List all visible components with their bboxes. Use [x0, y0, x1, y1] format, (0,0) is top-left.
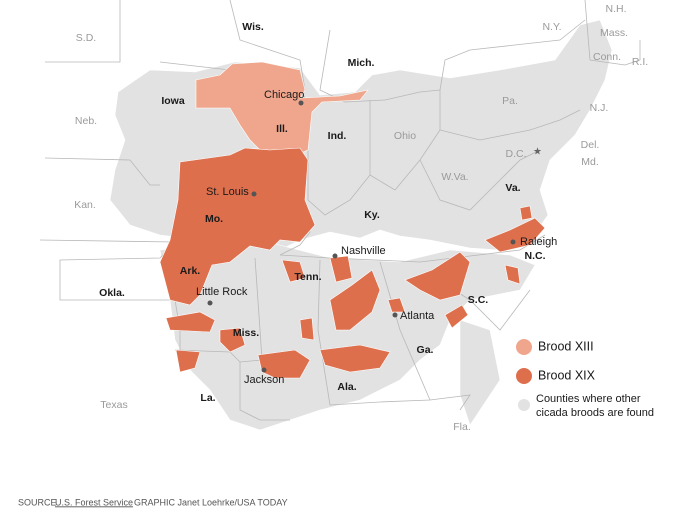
source-line: SOURCE U.S. Forest Service GRAPHIC Janet…: [18, 497, 288, 507]
state-label: Wis.: [242, 21, 264, 33]
capital-star: ★: [533, 147, 542, 158]
state-label: Iowa: [161, 95, 184, 107]
city-dot: [261, 367, 267, 373]
city-label: Nashville: [341, 245, 386, 257]
legend-label: Counties where other: [536, 393, 641, 405]
state-label: N.Y.: [542, 21, 561, 33]
brood-xix-counties: [159, 147, 546, 379]
state-label: N.J.: [590, 102, 609, 114]
state-label: S.D.: [76, 32, 96, 44]
legend-label: Brood XIII: [538, 339, 594, 353]
state-label: Texas: [100, 399, 127, 411]
state-label: Mass.: [600, 27, 628, 39]
city-label: Atlanta: [400, 310, 435, 322]
state-label: Miss.: [233, 327, 259, 339]
source-link[interactable]: U.S. Forest Service: [55, 497, 133, 507]
state-label: Mo.: [205, 213, 223, 225]
state-label: D.C.: [506, 148, 527, 160]
legend: Brood XIII Brood XIX Counties where othe…: [510, 333, 670, 433]
state-label: Conn.: [593, 51, 621, 63]
state-label: La.: [200, 392, 215, 404]
city-label: Chicago: [264, 89, 304, 101]
city-label: Little Rock: [196, 286, 248, 298]
state-label: Ga.: [417, 344, 434, 356]
city-dot: [207, 300, 213, 306]
state-label: N.H.: [606, 3, 627, 15]
city-label: Raleigh: [520, 236, 557, 248]
state-label: Ala.: [337, 381, 356, 393]
state-label: Ohio: [394, 130, 416, 142]
city-labels: Chicago St. Louis Nashville Raleigh Litt…: [196, 89, 557, 386]
city-dot: [332, 253, 338, 259]
state-label: Kan.: [74, 199, 96, 211]
legend-label: Brood XIX: [538, 368, 596, 382]
legend-box: [510, 333, 670, 433]
state-label: Neb.: [75, 115, 97, 127]
state-label: Okla.: [99, 287, 125, 299]
city-dot: [298, 100, 304, 106]
legend-swatch: [516, 368, 532, 384]
state-label: Ky.: [364, 209, 380, 221]
state-label: Md.: [581, 156, 599, 168]
state-label: S.C.: [468, 294, 489, 306]
state-label: Ind.: [328, 130, 347, 142]
state-label: Ark.: [180, 265, 201, 277]
city-dot: [251, 191, 257, 197]
city-dot: [510, 239, 516, 245]
brood-xiii-counties: [195, 61, 369, 159]
state-label: N.C.: [525, 250, 546, 262]
state-label: R.I.: [632, 56, 648, 68]
state-borders: [39, 0, 641, 421]
state-label: Ill.: [276, 123, 288, 135]
legend-swatch: [516, 339, 532, 355]
state-label: Mich.: [348, 57, 375, 69]
legend-swatch: [518, 399, 530, 411]
city-label: St. Louis: [206, 186, 249, 198]
city-dot: [392, 312, 398, 318]
state-label: Pa.: [502, 95, 518, 107]
legend-label: cicada broods are found: [536, 407, 654, 419]
city-label: Jackson: [244, 374, 284, 386]
city-markers: ★: [207, 100, 542, 373]
state-labels: Wis. Mich. Iowa Ill. Ind. Ohio Pa. N.Y. …: [74, 3, 648, 433]
source-credit: GRAPHIC Janet Loehrke/USA TODAY: [134, 497, 288, 507]
source-prefix: SOURCE: [18, 497, 57, 507]
state-label: Del.: [581, 139, 600, 151]
state-label: W.Va.: [441, 171, 468, 183]
state-label: Va.: [505, 182, 520, 194]
state-label: Fla.: [453, 421, 471, 433]
state-label: Tenn.: [294, 271, 321, 283]
